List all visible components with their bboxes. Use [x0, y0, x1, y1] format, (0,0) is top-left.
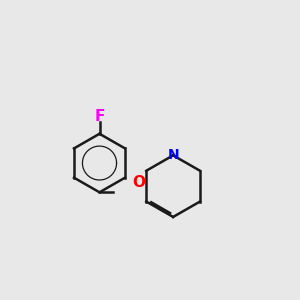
Text: N: N [167, 148, 179, 162]
Text: O: O [132, 175, 145, 190]
Text: F: F [94, 110, 105, 124]
